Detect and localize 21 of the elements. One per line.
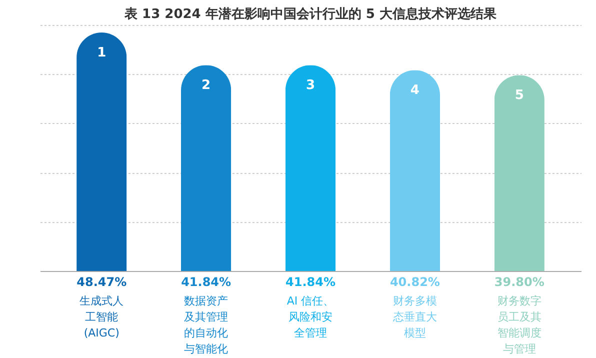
annotation: 2 <box>202 78 211 94</box>
bar <box>180 65 232 271</box>
x-tick-label: AI 信任、风险和安全管理 <box>286 294 334 340</box>
data-label: 41.84% <box>286 275 336 289</box>
x-tick-label: 生成式人工智能(AIGC) <box>80 294 124 340</box>
bar <box>76 32 127 271</box>
annotation: 3 <box>306 78 316 94</box>
bar <box>285 65 336 271</box>
bar <box>494 75 544 271</box>
data-label: 39.80% <box>494 275 544 289</box>
annotation: 5 <box>514 88 524 104</box>
x-tick-label: 数据资产及其管理的自动化与智能化 <box>184 294 228 356</box>
bar <box>390 70 440 271</box>
annotation: 4 <box>410 83 420 98</box>
data-label: 40.82% <box>390 275 440 289</box>
chart-title: 表 13 2024 年潜在影响中国会计行业的 5 大信息技术评选结果 <box>124 6 498 22</box>
data-label: 48.47% <box>76 275 127 289</box>
annotation: 1 <box>97 46 106 61</box>
x-tick-label: 财务数字员工及其智能调度与管理 <box>497 294 542 356</box>
x-tick-label: 财务多模态垂直大模型 <box>392 294 437 340</box>
data-label: 41.84% <box>181 275 232 289</box>
